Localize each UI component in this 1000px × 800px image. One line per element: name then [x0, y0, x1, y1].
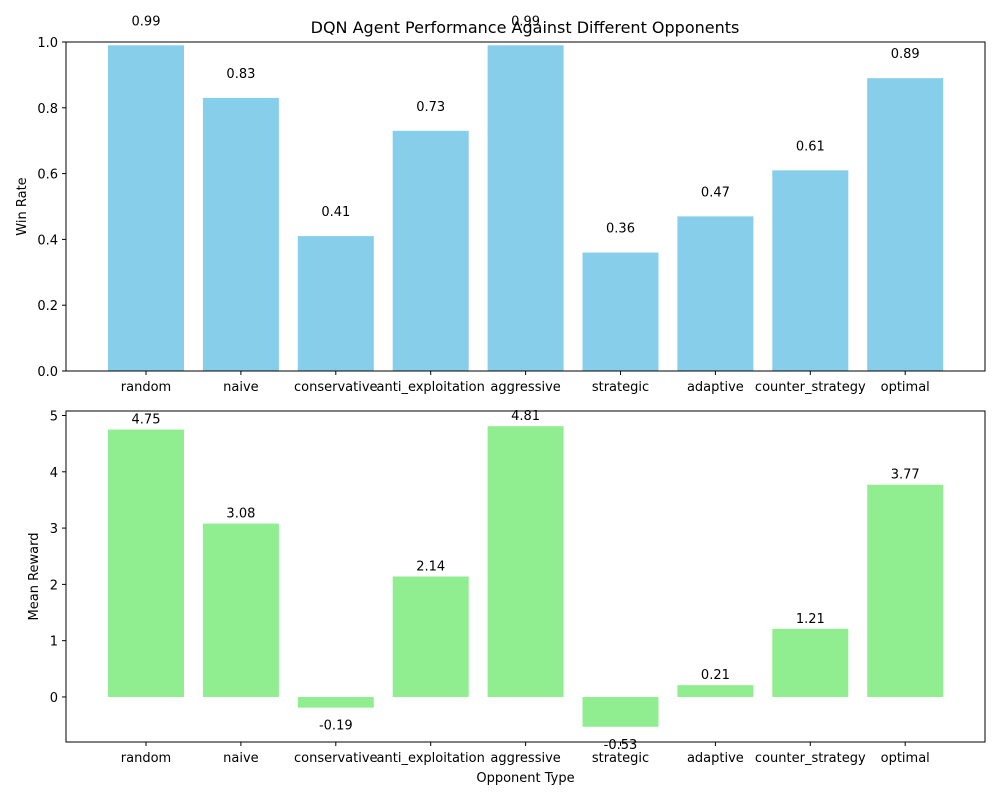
x-tick-label: optimal: [881, 751, 930, 766]
bar-value-label: -0.19: [319, 719, 353, 734]
y-tick-label: 0.6: [37, 168, 58, 183]
x-tick-label: aggressive: [490, 380, 560, 395]
y-tick-label: 0.8: [37, 102, 58, 117]
bar-value-label: 3.08: [226, 507, 255, 522]
bar-value-label: 3.77: [891, 468, 920, 483]
bar-value-label: 1.21: [796, 612, 825, 627]
bar-value-label: 0.47: [701, 185, 730, 200]
bar-adaptive: [677, 685, 754, 697]
bar-random: [108, 429, 184, 697]
x-tick-label: conservative: [294, 380, 378, 395]
bar-value-label: 0.99: [511, 14, 540, 29]
x-tick-label: optimal: [881, 380, 930, 395]
y-tick-label: 4: [50, 466, 58, 481]
x-tick-label: conservative: [294, 751, 378, 766]
y-tick-label: 2: [50, 578, 58, 593]
bar-adaptive: [677, 216, 754, 371]
bar-anti_exploitation: [392, 576, 469, 697]
x-axis-title: Opponent Type: [476, 771, 574, 786]
bar-counter_strategy: [772, 170, 849, 371]
bar-value-label: 0.61: [796, 139, 825, 154]
bar-strategic: [582, 252, 659, 371]
y-tick-label: 0.2: [37, 299, 58, 314]
bar-strategic: [582, 696, 659, 727]
bar-value-label: 0.73: [416, 100, 445, 115]
y-tick-label: 3: [50, 522, 58, 537]
bar-optimal: [867, 78, 944, 371]
x-tick-label: aggressive: [490, 751, 560, 766]
bar-anti_exploitation: [392, 130, 469, 371]
x-tick-label: random: [121, 380, 171, 395]
y-tick-label: 0.4: [37, 233, 58, 248]
bar-naive: [202, 523, 279, 697]
x-tick-label: anti_exploitation: [377, 380, 485, 395]
mean-reward-chart: 4.753.08-0.192.144.81-0.530.211.213.7701…: [27, 409, 986, 786]
bar-value-label: 4.81: [511, 409, 540, 424]
bar-aggressive: [487, 426, 564, 697]
bar-value-label: 0.89: [891, 47, 920, 62]
y-tick-label: 0: [50, 691, 58, 706]
x-tick-label: strategic: [592, 751, 649, 766]
x-tick-label: counter_strategy: [755, 380, 866, 395]
x-tick-label: naive: [223, 751, 259, 766]
bar-naive: [202, 97, 279, 372]
bar-value-label: 0.83: [226, 67, 255, 82]
y-axis-title: Mean Reward: [27, 533, 42, 621]
y-tick-label: 5: [50, 410, 58, 425]
bar-conservative: [297, 236, 374, 371]
bar-value-label: 0.41: [321, 205, 350, 220]
bar-value-label: 4.75: [132, 413, 161, 428]
bar-value-label: 0.21: [701, 668, 730, 683]
y-axis-title: Win Rate: [15, 177, 30, 235]
win-rate-chart: 0.99 0.83 0.41 0.73 0.99 0.36 0.47 0.61 0.89 0.0 0…: [15, 14, 986, 395]
bar-conservative: [297, 696, 374, 708]
bar-value-label: 0.36: [606, 222, 635, 237]
x-tick-label: naive: [223, 380, 259, 395]
bar-aggressive: [487, 45, 564, 371]
bar-value-label: 0.99: [132, 14, 161, 29]
figure-title: DQN Agent Performance Against Different …: [311, 18, 740, 37]
y-tick-label: 1.0: [37, 36, 58, 51]
bar-counter_strategy: [772, 628, 849, 697]
bar-random: [108, 45, 184, 371]
x-tick-label: anti_exploitation: [377, 751, 485, 766]
bar-optimal: [867, 484, 944, 697]
x-tick-label: adaptive: [687, 751, 744, 766]
y-tick-label: 0.0: [37, 365, 58, 380]
x-tick-label: strategic: [592, 380, 649, 395]
y-tick-label: 1: [50, 635, 58, 650]
x-tick-label: counter_strategy: [755, 751, 866, 766]
x-tick-label: random: [121, 751, 171, 766]
bar-value-label: 2.14: [416, 560, 445, 575]
x-tick-label: adaptive: [687, 380, 744, 395]
